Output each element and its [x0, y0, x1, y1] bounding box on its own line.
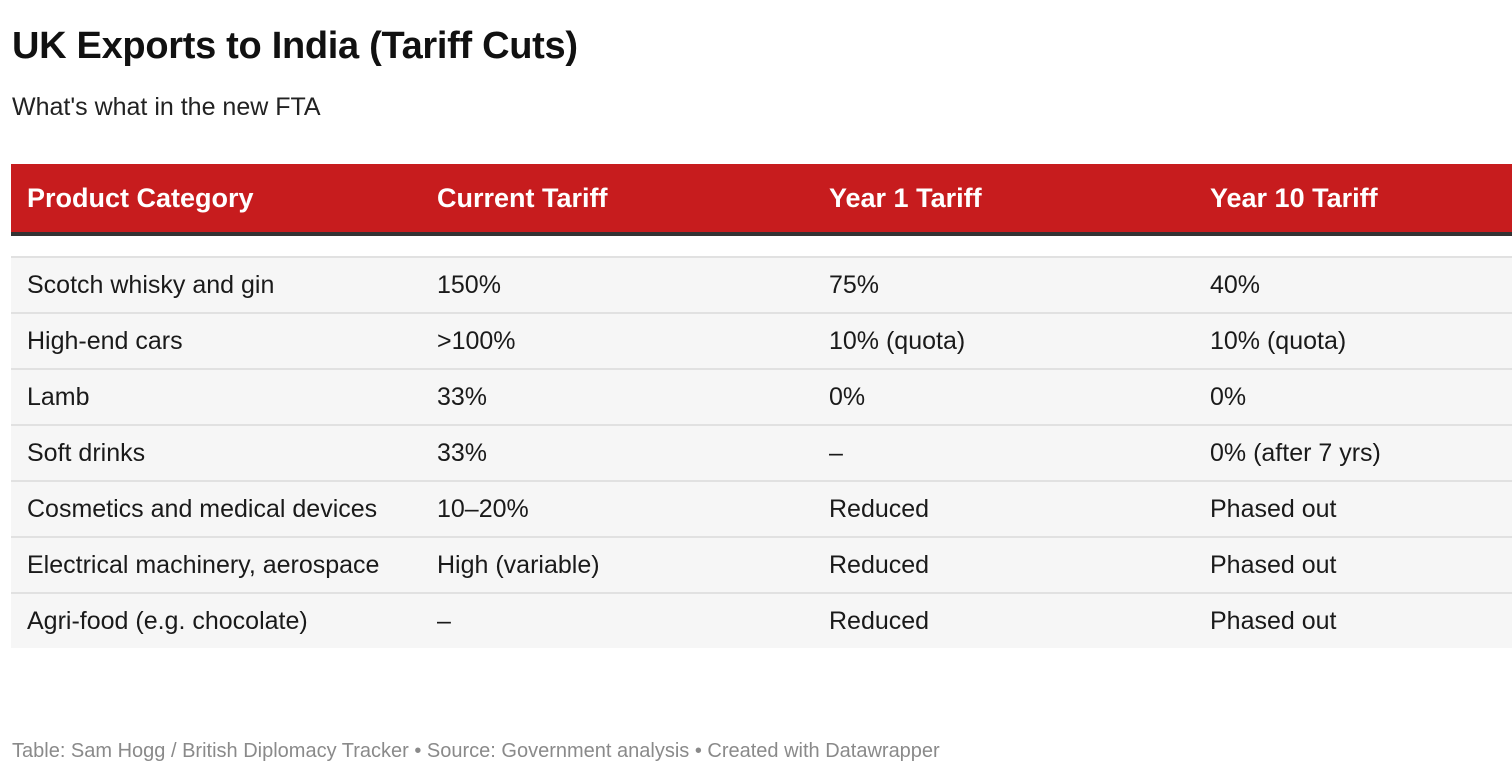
cell-current-tariff: 33%: [421, 424, 813, 481]
column-header-year-1-tariff[interactable]: Year 1 Tariff: [813, 164, 1194, 236]
cell-year-1-tariff: Reduced: [813, 592, 1194, 648]
cell-current-tariff: –: [421, 592, 813, 648]
cell-current-tariff: 33%: [421, 368, 813, 425]
column-header-year-10-tariff[interactable]: Year 10 Tariff: [1194, 164, 1512, 236]
tariff-table-container: Product Category Current Tariff Year 1 T…: [11, 164, 1512, 648]
cell-product-category: Lamb: [11, 368, 421, 425]
cell-year-10-tariff: 0%: [1194, 368, 1512, 425]
cell-year-1-tariff: 75%: [813, 256, 1194, 313]
header-row: Product Category Current Tariff Year 1 T…: [11, 164, 1512, 236]
cell-current-tariff: >100%: [421, 312, 813, 369]
cell-year-10-tariff: 10% (quota): [1194, 312, 1512, 369]
tariff-table: Product Category Current Tariff Year 1 T…: [11, 164, 1512, 648]
cell-year-1-tariff: –: [813, 424, 1194, 481]
cell-year-1-tariff: Reduced: [813, 480, 1194, 537]
table-row: Cosmetics and medical devices 10–20% Red…: [11, 480, 1512, 537]
table-row: Soft drinks 33% – 0% (after 7 yrs): [11, 424, 1512, 481]
cell-year-10-tariff: 0% (after 7 yrs): [1194, 424, 1512, 481]
cell-year-10-tariff: Phased out: [1194, 592, 1512, 648]
cell-product-category: Soft drinks: [11, 424, 421, 481]
cell-product-category: Cosmetics and medical devices: [11, 480, 421, 537]
cell-current-tariff: High (variable): [421, 536, 813, 593]
table-row: Electrical machinery, aerospace High (va…: [11, 536, 1512, 593]
page-subtitle: What's what in the new FTA: [12, 93, 321, 121]
cell-product-category: Electrical machinery, aerospace: [11, 536, 421, 593]
spacer-cell: [11, 234, 1512, 257]
column-header-current-tariff[interactable]: Current Tariff: [421, 164, 813, 236]
cell-product-category: High-end cars: [11, 312, 421, 369]
table-header: Product Category Current Tariff Year 1 T…: [11, 164, 1512, 236]
cell-product-category: Scotch whisky and gin: [11, 256, 421, 313]
cell-year-10-tariff: Phased out: [1194, 536, 1512, 593]
cell-year-1-tariff: Reduced: [813, 536, 1194, 593]
table-body: Scotch whisky and gin 150% 75% 40% High-…: [11, 234, 1512, 648]
source-footer: Table: Sam Hogg / British Diplomacy Trac…: [12, 740, 940, 762]
page-title: UK Exports to India (Tariff Cuts): [12, 25, 578, 67]
table-row: Lamb 33% 0% 0%: [11, 368, 1512, 425]
cell-current-tariff: 10–20%: [421, 480, 813, 537]
table-row: High-end cars >100% 10% (quota) 10% (quo…: [11, 312, 1512, 369]
cell-year-1-tariff: 10% (quota): [813, 312, 1194, 369]
cell-year-10-tariff: Phased out: [1194, 480, 1512, 537]
table-row: Scotch whisky and gin 150% 75% 40%: [11, 256, 1512, 313]
cell-year-1-tariff: 0%: [813, 368, 1194, 425]
cell-year-10-tariff: 40%: [1194, 256, 1512, 313]
table-row: Agri-food (e.g. chocolate) – Reduced Pha…: [11, 592, 1512, 648]
cell-current-tariff: 150%: [421, 256, 813, 313]
column-header-product-category[interactable]: Product Category: [11, 164, 421, 236]
cell-product-category: Agri-food (e.g. chocolate): [11, 592, 421, 648]
header-spacer: [11, 234, 1512, 257]
